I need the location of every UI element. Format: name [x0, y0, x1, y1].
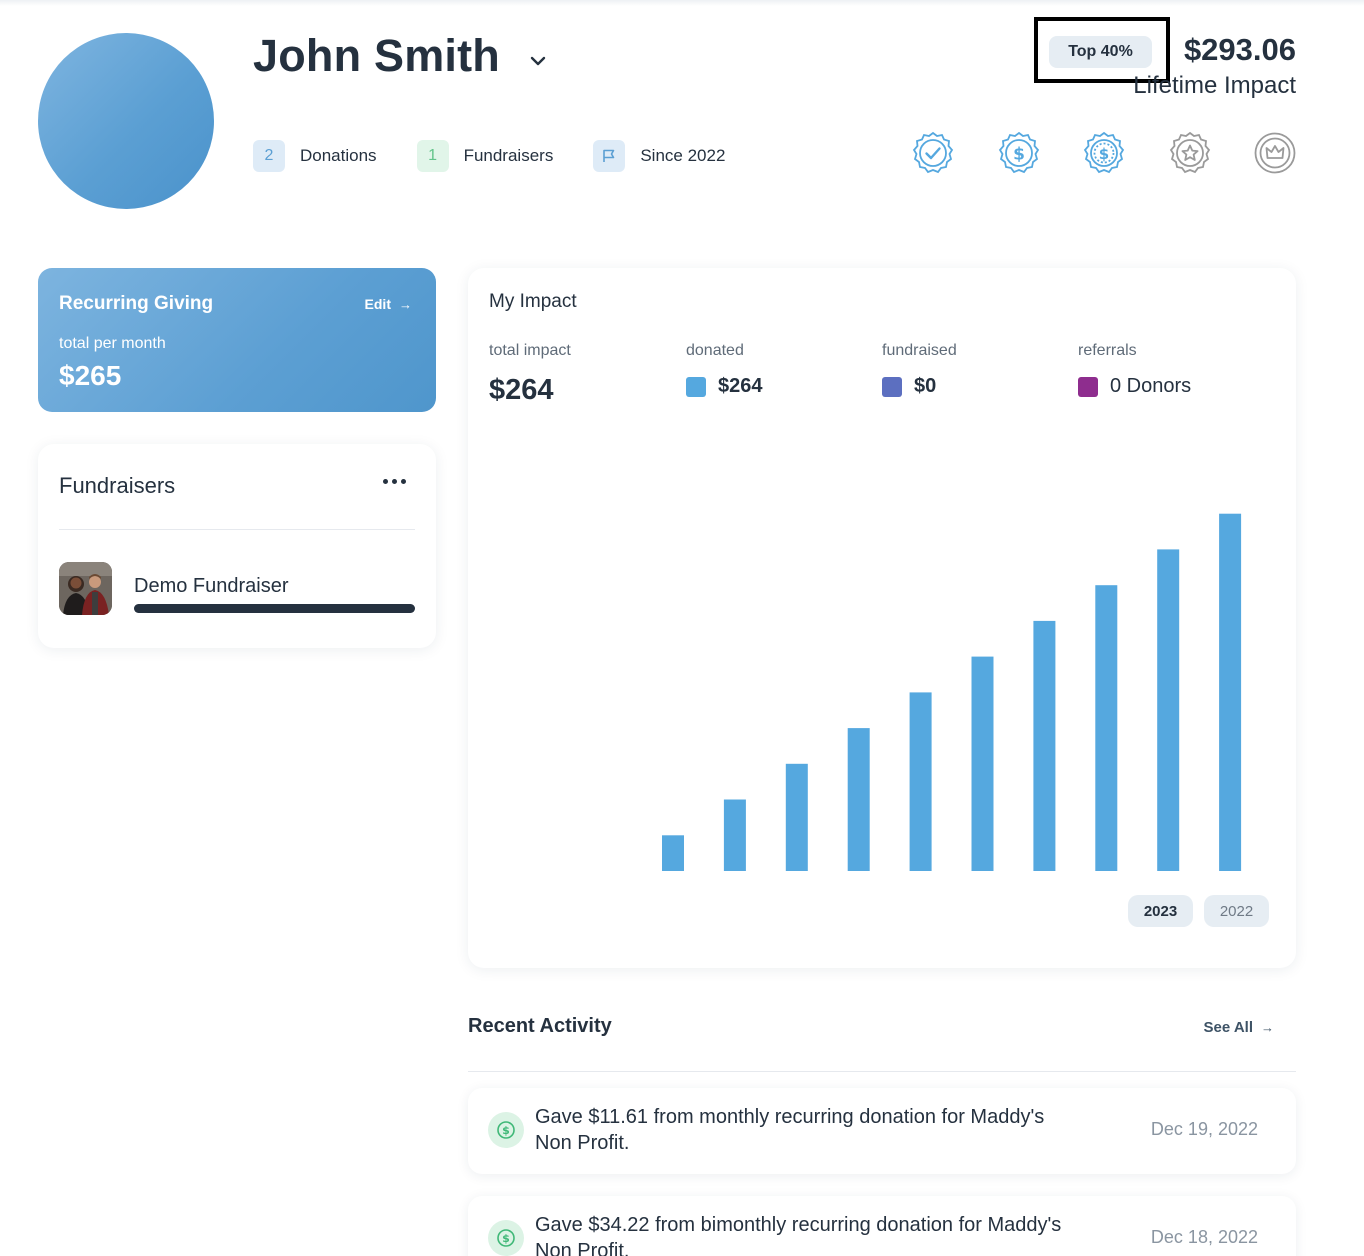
- fundraiser-thumbnail[interactable]: [59, 562, 112, 615]
- chart-bar: [785, 763, 808, 871]
- donations-count-badge: 2: [253, 140, 285, 172]
- recent-activity-title: Recent Activity: [468, 1015, 612, 1037]
- stat-donations[interactable]: 2 Donations: [253, 140, 377, 172]
- stat-donations-label: Donations: [300, 146, 377, 165]
- more-options-icon[interactable]: [379, 479, 406, 484]
- chart-bar: [1157, 549, 1180, 871]
- referrals-value-row: 0 Donors: [1078, 375, 1191, 398]
- lifetime-impact-amount: $293.06: [1183, 32, 1296, 67]
- profile-stats: 2 Donations 1 Fundraisers Since 2022: [253, 140, 765, 172]
- activity-item[interactable]: $ Gave $34.22 from bimonthly recurring d…: [468, 1196, 1296, 1256]
- activity-text: Gave $34.22 from bimonthly recurring don…: [535, 1214, 1062, 1256]
- achievement-badges: $ $: [911, 131, 1297, 175]
- checkmark-seal-icon[interactable]: [911, 131, 955, 175]
- chart-bar: [1095, 585, 1118, 871]
- total-impact-value: $264: [489, 374, 554, 406]
- avatar[interactable]: [38, 33, 214, 209]
- fundraiser-name[interactable]: Demo Fundraiser: [134, 575, 289, 597]
- recurring-subtitle: total per month: [59, 335, 166, 352]
- fundraisers-count-badge: 1: [416, 140, 449, 172]
- svg-text:$: $: [1013, 145, 1025, 165]
- total-impact-label: total impact: [489, 342, 571, 359]
- svg-text:$: $: [502, 1232, 510, 1245]
- svg-text:$: $: [502, 1124, 510, 1137]
- profile-name: John Smith: [253, 30, 500, 81]
- fundraiser-progress-fill: [134, 604, 415, 613]
- fundraised-value-row: $0: [882, 375, 957, 398]
- donated-stat: donated $264: [686, 342, 763, 398]
- flag-icon: [593, 140, 626, 172]
- fundraised-stat: fundraised $0: [882, 342, 957, 398]
- dollar-seal-icon[interactable]: $: [997, 131, 1041, 175]
- crown-seal-icon[interactable]: [1253, 131, 1297, 175]
- arrow-right-icon: →: [1261, 1020, 1274, 1035]
- total-impact-stat: total impact $264: [489, 342, 571, 407]
- see-all-label: See All: [1203, 1019, 1253, 1036]
- activity-text: Gave $11.61 from monthly recurring donat…: [535, 1106, 1045, 1154]
- fundraisers-title: Fundraisers: [59, 473, 176, 498]
- chart-bar: [1219, 513, 1242, 871]
- referrals-stat: referrals 0 Donors: [1078, 342, 1191, 398]
- lifetime-impact-label: Lifetime Impact: [1133, 72, 1296, 99]
- year-tab-2023[interactable]: 2023: [1128, 895, 1193, 927]
- donated-label: donated: [686, 342, 744, 359]
- stat-since-label: Since 2022: [640, 146, 726, 165]
- stat-since: Since 2022: [593, 140, 725, 172]
- recurring-giving-card: Recurring Giving Edit → total per month …: [38, 268, 436, 412]
- dollar-circle-icon: $: [488, 1112, 524, 1148]
- my-impact-card: My Impact total impact $264 donated $264…: [468, 268, 1296, 968]
- edit-recurring-button[interactable]: Edit →: [365, 296, 412, 312]
- chart-bar: [662, 835, 684, 871]
- recurring-giving-title: Recurring Giving: [59, 293, 214, 314]
- chart-bar: [1033, 620, 1056, 871]
- referrals-swatch: [1078, 376, 1098, 397]
- see-all-link[interactable]: See All →: [1204, 1019, 1274, 1036]
- dollar-circle-icon: $: [488, 1220, 524, 1256]
- chevron-down-icon[interactable]: [528, 51, 548, 71]
- activity-date: Dec 19, 2022: [1150, 1119, 1258, 1139]
- referrals-label: referrals: [1078, 342, 1137, 359]
- divider: [59, 529, 415, 530]
- activity-item[interactable]: $ Gave $11.61 from monthly recurring don…: [468, 1088, 1296, 1174]
- fundraised-swatch: [882, 376, 902, 397]
- edit-label: Edit: [364, 296, 391, 312]
- impact-title: My Impact: [489, 291, 577, 312]
- arrow-right-icon: →: [399, 296, 412, 312]
- dollar-seal-icon[interactable]: $: [1082, 131, 1126, 175]
- header-shadow: [0, 0, 1364, 6]
- chart-bar: [847, 728, 870, 871]
- rank-badge: Top 40%: [1049, 36, 1152, 68]
- activity-date: Dec 18, 2022: [1150, 1227, 1258, 1247]
- donated-value: $264: [718, 375, 763, 397]
- fundraised-value: $0: [914, 375, 937, 397]
- divider: [468, 1071, 1296, 1072]
- svg-text:$: $: [1099, 145, 1109, 163]
- chart-bar: [909, 692, 932, 871]
- fundraiser-progress-bar: [134, 604, 415, 613]
- year-tab-2022[interactable]: 2022: [1204, 895, 1269, 927]
- highlight-box: [1034, 17, 1170, 83]
- profile-name-row: John Smith: [253, 30, 548, 82]
- chart-bar: [971, 656, 994, 871]
- stat-fundraisers[interactable]: 1 Fundraisers: [416, 140, 554, 172]
- donated-value-row: $264: [686, 375, 763, 398]
- stat-fundraisers-label: Fundraisers: [463, 146, 554, 165]
- chart-bar: [723, 799, 746, 871]
- fundraised-label: fundraised: [882, 342, 957, 359]
- fundraisers-card: Fundraisers Demo Fundraiser: [38, 444, 436, 648]
- donated-swatch: [686, 376, 706, 397]
- recurring-amount: $265: [59, 360, 122, 391]
- referrals-value: 0 Donors: [1110, 375, 1192, 397]
- star-seal-icon[interactable]: [1168, 131, 1212, 175]
